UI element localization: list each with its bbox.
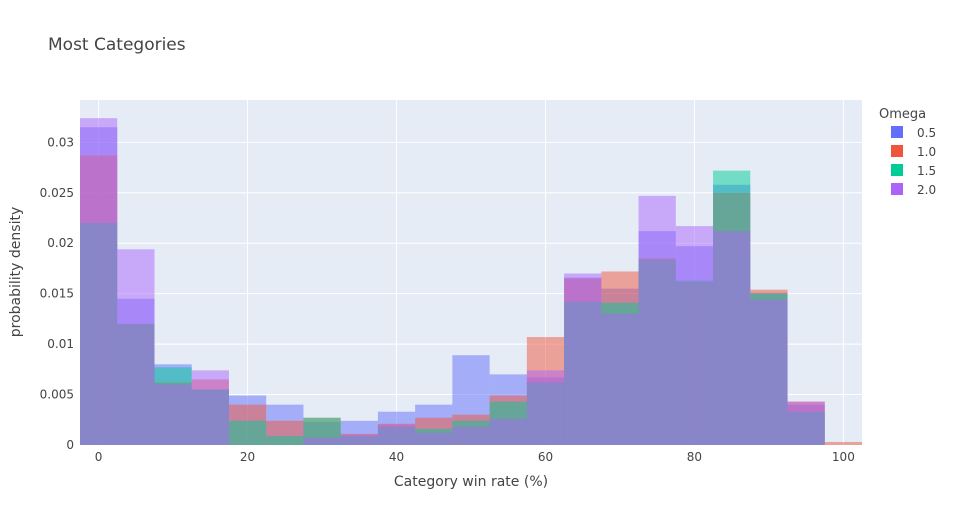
histogram-bar — [415, 432, 453, 445]
histogram-bars — [80, 118, 862, 446]
legend-label: 1.0 — [917, 145, 936, 159]
histogram-bar — [601, 313, 639, 445]
histogram-bar — [377, 424, 416, 445]
legend-swatch — [891, 145, 903, 157]
x-tick-label: 100 — [832, 450, 855, 464]
y-tick-label: 0.005 — [40, 388, 74, 402]
histogram-bar — [452, 426, 490, 445]
x-tick-label: 0 — [95, 450, 103, 464]
x-tick-label: 80 — [687, 450, 702, 464]
legend-label: 2.0 — [917, 183, 936, 197]
legend-item[interactable]: 0.5 — [891, 126, 936, 140]
histogram-bar — [266, 435, 304, 445]
chart-title: Most Categories — [48, 35, 186, 55]
histogram-bar — [564, 273, 602, 445]
y-axis-ticks: 0 0.005 0.01 0.015 0.02 0.025 0.03 — [40, 135, 74, 452]
x-tick-label: 20 — [240, 450, 255, 464]
legend-item[interactable]: 1.0 — [891, 145, 936, 159]
histogram-bar — [675, 226, 714, 445]
y-tick-label: 0.025 — [40, 186, 74, 200]
y-axis-title: probability density — [8, 207, 24, 337]
histogram-bar — [824, 441, 862, 445]
legend: Omega 0.5 1.0 1.5 2.0 — [879, 107, 936, 197]
y-tick-label: 0.015 — [40, 287, 74, 301]
histogram-bar — [303, 437, 341, 445]
histogram-bar — [340, 434, 378, 445]
legend-swatch — [891, 126, 903, 138]
histogram-bar — [191, 370, 229, 445]
y-tick-label: 0.01 — [47, 337, 74, 351]
legend-item[interactable]: 1.5 — [891, 164, 936, 178]
y-tick-label: 0.02 — [47, 236, 74, 250]
legend-item[interactable]: 2.0 — [891, 183, 936, 197]
x-axis-title: Category win rate (%) — [394, 474, 548, 490]
x-tick-label: 60 — [538, 450, 553, 464]
series-2-0 — [80, 118, 825, 445]
histogram-bar — [228, 420, 267, 445]
histogram-bar — [787, 401, 825, 445]
histogram-bar — [117, 249, 155, 445]
histogram-bar — [713, 231, 751, 445]
histogram-bar — [750, 299, 788, 445]
legend-label: 1.5 — [917, 164, 936, 178]
legend-title: Omega — [879, 107, 926, 122]
x-axis-ticks: 0 20 40 60 80 100 — [95, 450, 855, 464]
histogram-bar — [526, 370, 565, 445]
y-tick-label: 0.03 — [47, 135, 74, 149]
legend-swatch — [891, 183, 903, 195]
histogram-bar — [489, 418, 527, 445]
x-tick-label: 40 — [389, 450, 404, 464]
histogram-bar — [638, 195, 676, 445]
legend-label: 0.5 — [917, 126, 936, 140]
y-tick-label: 0 — [66, 438, 74, 452]
histogram-bar — [154, 384, 192, 445]
legend-swatch — [891, 164, 903, 176]
histogram-bar — [80, 118, 118, 445]
